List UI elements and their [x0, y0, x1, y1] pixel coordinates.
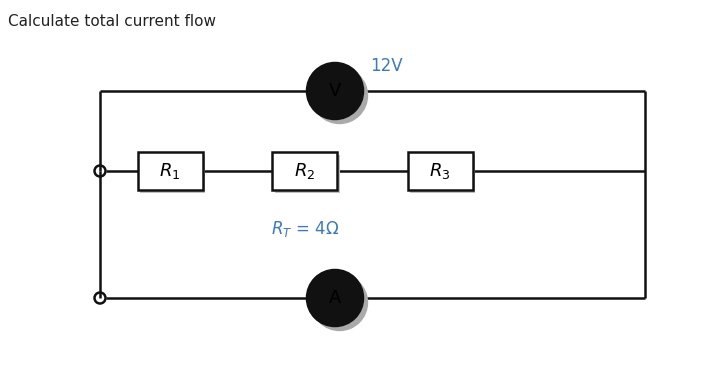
Text: $R_3$: $R_3$ — [429, 161, 451, 181]
FancyBboxPatch shape — [410, 155, 475, 193]
Circle shape — [312, 68, 368, 123]
Text: 12V: 12V — [370, 57, 402, 75]
FancyBboxPatch shape — [273, 152, 338, 190]
Text: A: A — [329, 289, 341, 307]
Text: V: V — [329, 82, 341, 100]
Circle shape — [307, 270, 363, 326]
Circle shape — [312, 274, 368, 331]
Text: $R_T$ = 4$\Omega$: $R_T$ = 4$\Omega$ — [271, 219, 339, 239]
Text: $R_2$: $R_2$ — [294, 161, 315, 181]
Circle shape — [307, 63, 363, 119]
FancyBboxPatch shape — [275, 155, 340, 193]
FancyBboxPatch shape — [138, 152, 202, 190]
FancyBboxPatch shape — [407, 152, 473, 190]
Text: $R_1$: $R_1$ — [160, 161, 181, 181]
FancyBboxPatch shape — [140, 155, 205, 193]
Text: Calculate total current flow: Calculate total current flow — [8, 14, 216, 29]
